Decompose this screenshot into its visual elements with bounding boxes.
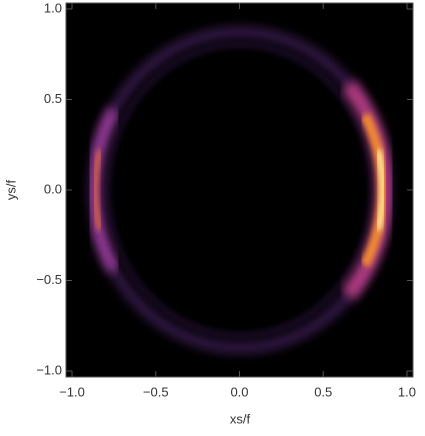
y-tick-label: 0.5 [44,91,62,106]
x-tick-label: 0.0 [230,384,248,399]
density-image [66,3,413,377]
y-axis-label: ys/f [3,180,18,201]
y-tick-label: 0.0 [44,181,62,196]
x-tick-label: −1.0 [59,384,85,399]
y-tick-label: 1.0 [44,0,62,15]
x-tick-label: 1.0 [398,384,416,399]
x-axis-label: xs/f [230,411,251,426]
y-tick-label: −0.5 [36,272,62,287]
x-tick-label: 0.5 [314,384,332,399]
x-tick-label: −0.5 [143,384,169,399]
y-tick-label: −1.0 [36,362,62,377]
